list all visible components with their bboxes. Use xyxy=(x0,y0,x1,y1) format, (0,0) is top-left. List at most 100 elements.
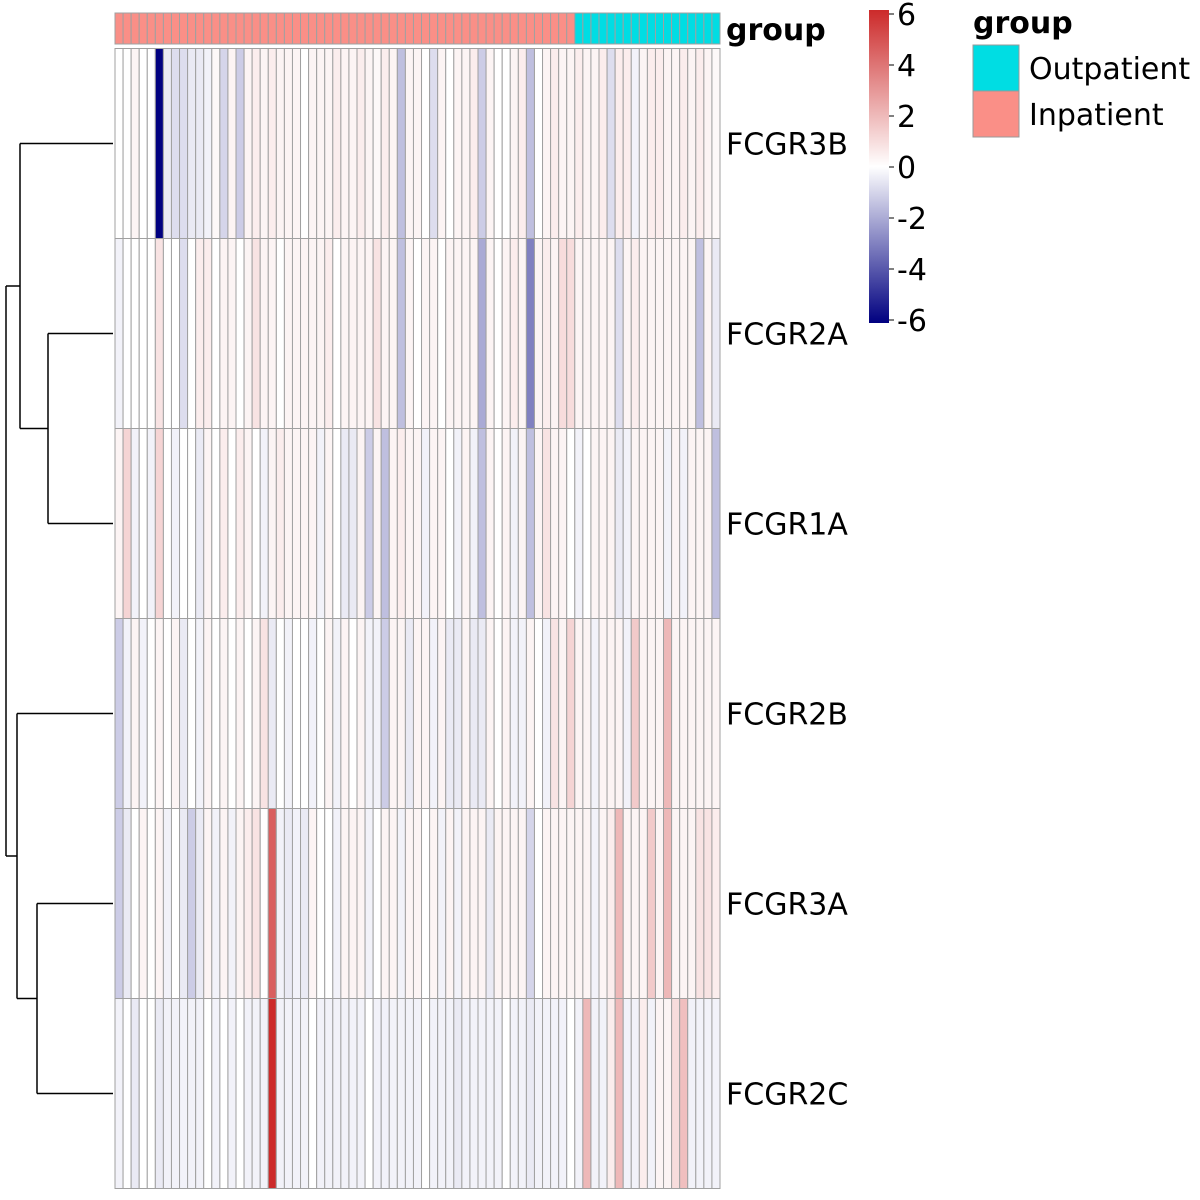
annotation-cell xyxy=(170,12,181,45)
heatmap-cell xyxy=(372,238,382,429)
heatmap-cell xyxy=(332,618,342,809)
heatmap-cell xyxy=(300,618,310,809)
annotation-cell xyxy=(340,12,350,45)
heatmap-cell xyxy=(372,998,382,1189)
heatmap-cell xyxy=(275,618,285,809)
heatmap-cell xyxy=(412,618,423,809)
heatmap-cell xyxy=(267,618,277,809)
legend-swatch xyxy=(972,44,1020,92)
heatmap-cell xyxy=(259,618,269,809)
heatmap-cell xyxy=(348,428,358,619)
annotation-cell xyxy=(195,12,205,45)
heatmap-cell xyxy=(477,998,487,1189)
heatmap-cell xyxy=(517,238,527,429)
heatmap-cell xyxy=(146,238,156,429)
annotation-cell xyxy=(211,12,221,45)
heatmap-cell xyxy=(429,808,439,999)
heatmap-cell xyxy=(275,428,285,619)
heatmap-cell xyxy=(146,808,156,999)
heatmap-cell xyxy=(396,48,406,239)
heatmap-cell xyxy=(179,618,189,809)
legend-title: group xyxy=(973,6,1073,41)
heatmap-cell xyxy=(679,618,689,809)
heatmap-cell xyxy=(695,618,705,809)
heatmap-cell xyxy=(235,48,245,239)
heatmap-cell xyxy=(695,238,705,429)
heatmap-cell xyxy=(211,428,221,619)
heatmap-cell xyxy=(162,238,172,429)
heatmap-cell xyxy=(703,998,713,1189)
annotation-cell xyxy=(493,12,503,45)
annotation-cell xyxy=(606,12,616,45)
annotation-cell xyxy=(300,12,310,45)
heatmap-cell xyxy=(412,808,423,999)
annotation-cell xyxy=(114,12,124,45)
heatmap-cell xyxy=(453,618,463,809)
heatmap-cell xyxy=(308,618,318,809)
heatmap-cell xyxy=(606,618,616,809)
heatmap-cell xyxy=(461,618,471,809)
heatmap-cell xyxy=(138,238,148,429)
heatmap-cell xyxy=(654,618,665,809)
annotation-cell xyxy=(501,12,511,45)
heatmap-cell xyxy=(646,428,656,619)
colorbar-tick-label: -2 xyxy=(897,202,927,237)
heatmap-cell xyxy=(421,238,431,429)
heatmap-cell xyxy=(195,428,205,619)
heatmap-cell xyxy=(283,998,293,1189)
colorbar-tick-label: 4 xyxy=(897,49,916,84)
heatmap-cell xyxy=(703,618,713,809)
annotation-cell xyxy=(614,12,624,45)
heatmap-cell xyxy=(179,428,189,619)
annotation-cell xyxy=(372,12,382,45)
heatmap-cell xyxy=(324,808,334,999)
heatmap-cell xyxy=(453,238,463,429)
annotation-cell xyxy=(308,12,318,45)
heatmap-cell xyxy=(114,618,124,809)
heatmap-cell xyxy=(485,808,495,999)
heatmap-cell xyxy=(509,48,519,239)
heatmap-cell xyxy=(461,238,471,429)
heatmap-cell xyxy=(703,48,713,239)
heatmap-cell xyxy=(170,998,181,1189)
annotation-cell xyxy=(695,12,705,45)
heatmap-cell xyxy=(146,428,156,619)
heatmap-cell xyxy=(203,238,213,429)
heatmap-cell xyxy=(558,48,568,239)
colorbar-tick-label: -6 xyxy=(897,304,927,339)
heatmap-cell xyxy=(195,998,205,1189)
annotation-cell xyxy=(187,12,197,45)
heatmap-cell xyxy=(195,48,205,239)
heatmap-cell xyxy=(501,238,511,429)
heatmap-cell xyxy=(122,428,132,619)
heatmap-cell xyxy=(509,428,519,619)
heatmap-cell xyxy=(437,238,447,429)
heatmap-cell xyxy=(227,238,237,429)
heatmap-cell xyxy=(388,428,398,619)
heatmap-cell xyxy=(275,48,285,239)
heatmap-cell xyxy=(509,618,519,809)
heatmap-cell xyxy=(638,808,648,999)
annotation-cell xyxy=(509,12,519,45)
heatmap-cell xyxy=(421,808,431,999)
heatmap-cell xyxy=(412,48,423,239)
colorbar-tick-label: 0 xyxy=(897,151,916,186)
heatmap-cell xyxy=(469,428,479,619)
annotation-cell xyxy=(533,12,544,45)
heatmap-cell xyxy=(388,618,398,809)
heatmap-cell xyxy=(485,238,495,429)
heatmap-cell xyxy=(154,48,164,239)
heatmap-cell xyxy=(663,428,673,619)
heatmap-cell xyxy=(429,428,439,619)
heatmap-cell xyxy=(590,808,600,999)
heatmap-cell xyxy=(566,428,576,619)
heatmap-cell xyxy=(711,808,721,999)
heatmap-cell xyxy=(356,618,366,809)
annotation-cell xyxy=(566,12,576,45)
annotation-cell xyxy=(388,12,398,45)
annotation-cell xyxy=(687,12,697,45)
heatmap-cell xyxy=(485,48,495,239)
heatmap-cell xyxy=(122,48,132,239)
heatmap-cell xyxy=(372,618,382,809)
heatmap-cell xyxy=(404,48,414,239)
